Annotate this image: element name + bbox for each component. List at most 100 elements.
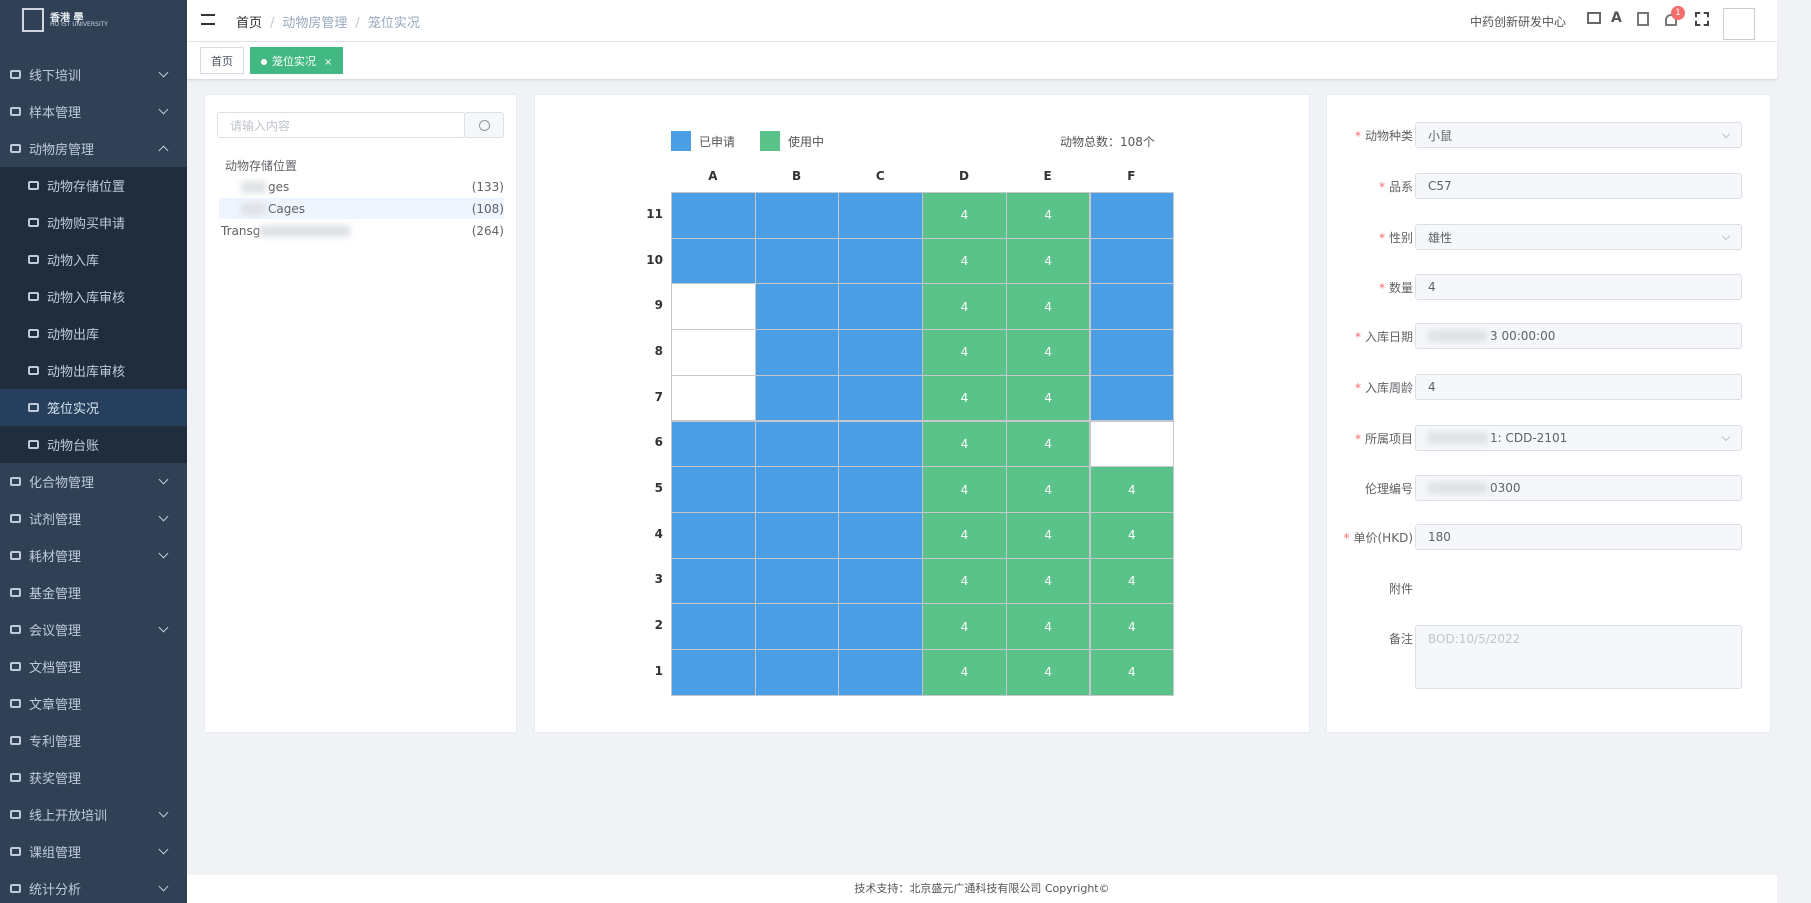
cage-cell[interactable]: 4 [1089,603,1175,650]
cage-cell[interactable] [671,603,756,650]
menu-item[interactable]: 会议管理 [0,611,187,648]
tree-item[interactable]: Cages (108) [219,198,504,219]
cage-cell[interactable]: 4 [1005,283,1091,331]
menu-item[interactable]: 线上开放培训 [0,796,187,833]
select-input[interactable]: 小鼠 [1415,122,1742,148]
cage-cell[interactable] [838,511,924,559]
cage-cell[interactable]: 4 [1005,237,1091,285]
cage-cell[interactable] [754,329,840,376]
menu-item[interactable]: 文档管理 [0,648,187,685]
cage-cell[interactable]: 4 [1005,192,1091,239]
menu-item[interactable]: 样本管理 [0,93,187,130]
submenu-item[interactable]: 动物出库审核 [0,352,187,389]
hamburger[interactable] [201,14,215,25]
text-input[interactable]: C57 [1415,173,1742,199]
submenu-item[interactable]: 动物台账 [0,426,187,463]
cage-cell[interactable]: 4 [1089,511,1175,559]
cage-cell[interactable] [838,374,924,422]
cage-cell[interactable] [754,511,840,559]
cage-cell[interactable]: 4 [1005,374,1091,422]
cage-cell[interactable] [754,557,840,605]
textarea[interactable]: BOD:10/5/2022 [1415,625,1742,689]
cage-cell[interactable]: 4 [1005,557,1091,605]
cage-cell[interactable] [1089,374,1175,422]
menu-item[interactable]: 专利管理 [0,722,187,759]
menu-item[interactable]: 统计分析 [0,870,187,903]
menu-item[interactable]: 动物房管理 [0,130,187,167]
cage-cell[interactable] [838,466,924,513]
submenu-item[interactable]: 动物入库审核 [0,278,187,315]
cage-cell[interactable]: 4 [922,329,1007,376]
cage-cell[interactable]: 4 [922,283,1007,331]
menu-item[interactable]: 基金管理 [0,574,187,611]
cage-cell[interactable] [838,603,924,650]
cage-cell[interactable] [671,466,756,513]
text-input[interactable]: 0300 [1415,475,1742,501]
search-input[interactable]: 请输入内容 [217,112,465,138]
cage-cell[interactable] [838,283,924,331]
cage-cell[interactable] [671,511,756,559]
org-select[interactable]: 中药创新研发中心 [1470,15,1567,29]
cage-cell[interactable]: 4 [922,603,1007,650]
cage-cell[interactable] [754,649,840,696]
text-input[interactable]: 180 [1415,524,1742,550]
cage-cell[interactable] [1089,192,1175,239]
submenu-item[interactable]: 动物入库 [0,241,187,278]
menu-item[interactable]: 获奖管理 [0,759,187,796]
cage-cell[interactable]: 4 [1005,420,1091,468]
search-button[interactable] [464,112,504,138]
font-size-icon[interactable]: A [1611,10,1622,26]
cage-cell[interactable] [838,192,924,239]
cage-cell[interactable] [671,329,756,376]
cage-cell[interactable]: 4 [1089,557,1175,605]
submenu-item[interactable]: 动物购买申请 [0,204,187,241]
cage-cell[interactable] [671,649,756,696]
tree-item[interactable]: Transg (264) [219,220,504,241]
cage-cell[interactable] [671,374,756,422]
cage-cell[interactable]: 4 [1005,511,1091,559]
cage-cell[interactable] [754,192,840,239]
cage-cell[interactable]: 4 [1005,649,1091,696]
cage-cell[interactable] [754,466,840,513]
cage-cell[interactable]: 4 [1005,603,1091,650]
cage-cell[interactable] [754,420,840,468]
cage-cell[interactable] [671,557,756,605]
cage-cell[interactable] [838,237,924,285]
menu-item[interactable]: 化合物管理 [0,463,187,500]
cage-cell[interactable]: 4 [922,237,1007,285]
submenu-item[interactable]: 动物出库 [0,315,187,352]
text-input[interactable]: 3 00:00:00 [1415,323,1742,349]
cage-cell[interactable] [838,420,924,468]
submenu-item[interactable]: 笼位实况 [0,389,187,426]
cage-cell[interactable] [671,420,756,468]
cage-cell[interactable]: 4 [922,374,1007,422]
cage-cell[interactable] [754,374,840,422]
cage-cell[interactable] [754,603,840,650]
menu-item[interactable]: 试剂管理 [0,500,187,537]
cage-cell[interactable] [671,237,756,285]
tag[interactable]: 首页 [200,47,244,74]
tag-close[interactable]: × [324,57,333,68]
select-input[interactable]: 雄性 [1415,224,1742,250]
cage-cell[interactable] [754,237,840,285]
cage-cell[interactable]: 4 [922,557,1007,605]
cage-cell[interactable]: 4 [1005,329,1091,376]
cage-cell[interactable]: 4 [922,649,1007,696]
select-input[interactable]: 1: CDD-2101 [1415,425,1742,451]
cage-cell[interactable]: 4 [922,192,1007,239]
trash-icon[interactable] [1637,12,1649,26]
text-input[interactable]: 4 [1415,274,1742,300]
cage-cell[interactable]: 4 [922,466,1007,513]
cage-cell[interactable] [838,557,924,605]
cage-cell[interactable]: 4 [1005,466,1091,513]
menu-item[interactable]: 线下培训 [0,56,187,93]
cage-cell[interactable]: 4 [1089,649,1175,696]
avatar[interactable] [1723,8,1755,40]
cage-cell[interactable] [838,329,924,376]
cage-cell[interactable]: 4 [922,420,1007,468]
menu-item[interactable]: 课组管理 [0,833,187,870]
menu-item[interactable]: 文章管理 [0,685,187,722]
cage-cell[interactable] [754,283,840,331]
cage-cell[interactable] [1089,329,1175,376]
cage-cell[interactable] [671,283,756,331]
